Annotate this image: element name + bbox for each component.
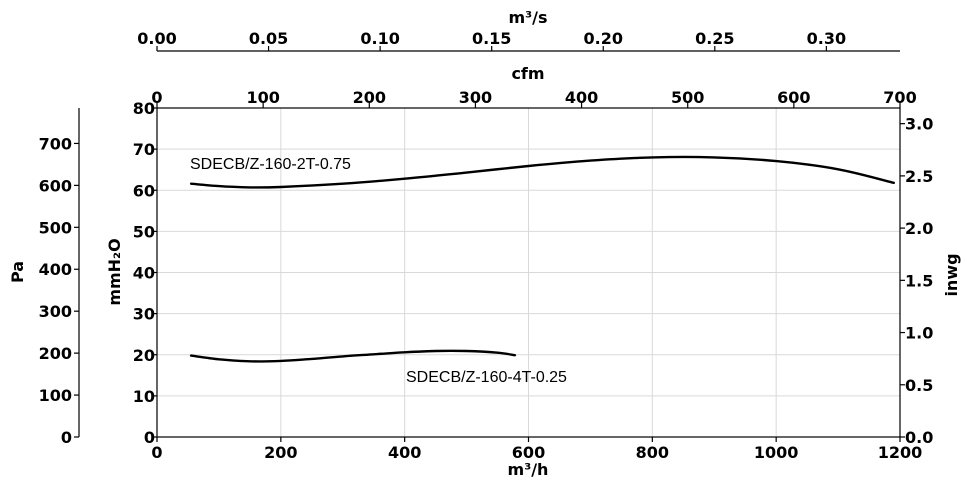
cfm-tick-label: 400 — [565, 88, 598, 107]
m3s-tick-label: 0.20 — [584, 29, 623, 48]
top-cfm-axis-title: cfm — [511, 64, 544, 83]
x-tick-label: 600 — [512, 443, 545, 462]
mmh2o-tick-label: 40 — [133, 264, 155, 283]
mmh2o-tick-label: 50 — [133, 222, 155, 241]
pa-tick-label: 700 — [39, 134, 72, 153]
mmh2o-tick-label: 30 — [133, 305, 155, 324]
top-m3s-axis-title: m³/s — [508, 8, 547, 27]
x-tick-label: 800 — [636, 443, 669, 462]
inwg-tick-label: 1.0 — [905, 324, 933, 343]
grid-lines — [157, 108, 900, 437]
pa-tick-label: 100 — [39, 386, 72, 405]
pa-tick-label: 400 — [39, 260, 72, 279]
m3s-tick-label: 0.30 — [807, 29, 846, 48]
series-line-1 — [189, 155, 895, 189]
inwg-tick-label: 0.0 — [905, 428, 933, 447]
x-tick-label: 200 — [264, 443, 297, 462]
cfm-tick-label: 500 — [671, 88, 704, 107]
pa-tick-label: 500 — [39, 218, 72, 237]
inwg-tick-label: 1.5 — [905, 271, 933, 290]
m3s-tick-label: 0.05 — [249, 29, 288, 48]
pa-tick-label: 300 — [39, 302, 72, 321]
pa-tick-label: 0 — [61, 428, 72, 447]
bottom-axis-title: m³/h — [508, 460, 549, 479]
right-inwg-axis-title: inwg — [942, 253, 961, 296]
cfm-tick-label: 200 — [353, 88, 386, 107]
inwg-tick-label: 0.5 — [905, 376, 933, 395]
series-label-2t: SDECB/Z-160-2T-0.75 — [190, 156, 351, 173]
mmh2o-tick-label: 0 — [144, 428, 155, 447]
cfm-tick-label: 100 — [246, 88, 279, 107]
m3s-tick-label: 0.15 — [472, 29, 511, 48]
series-line-2 — [189, 349, 517, 363]
left-mmh2o-axis-title: mmH₂O — [105, 238, 124, 305]
m3s-tick-label: 0.10 — [360, 29, 399, 48]
series-lines — [189, 155, 895, 363]
cfm-tick-label: 300 — [459, 88, 492, 107]
x-tick-label: 1000 — [754, 443, 799, 462]
m3s-tick-label: 0.00 — [137, 29, 176, 48]
series-label-4t: SDECB/Z-160-4T-0.25 — [406, 369, 567, 386]
pa-tick-label: 600 — [39, 176, 72, 195]
mmh2o-tick-label: 70 — [133, 140, 155, 159]
left-pa-axis-title: Pa — [8, 261, 27, 283]
mmh2o-tick-label: 60 — [133, 181, 155, 200]
x-tick-label: 1200 — [878, 443, 923, 462]
pa-tick-label: 200 — [39, 344, 72, 363]
x-tick-label: 0 — [151, 443, 162, 462]
mmh2o-tick-label: 10 — [133, 387, 155, 406]
inwg-tick-label: 2.5 — [905, 167, 933, 186]
m3s-tick-label: 0.25 — [695, 29, 734, 48]
cfm-tick-label: 600 — [777, 88, 810, 107]
axes — [74, 46, 905, 442]
cfm-tick-label: 0 — [151, 88, 162, 107]
mmh2o-tick-label: 80 — [133, 99, 155, 118]
x-tick-label: 400 — [388, 443, 421, 462]
cfm-tick-label: 700 — [883, 88, 916, 107]
mmh2o-tick-label: 20 — [133, 346, 155, 365]
inwg-tick-label: 3.0 — [905, 115, 933, 134]
inwg-tick-label: 2.0 — [905, 219, 933, 238]
